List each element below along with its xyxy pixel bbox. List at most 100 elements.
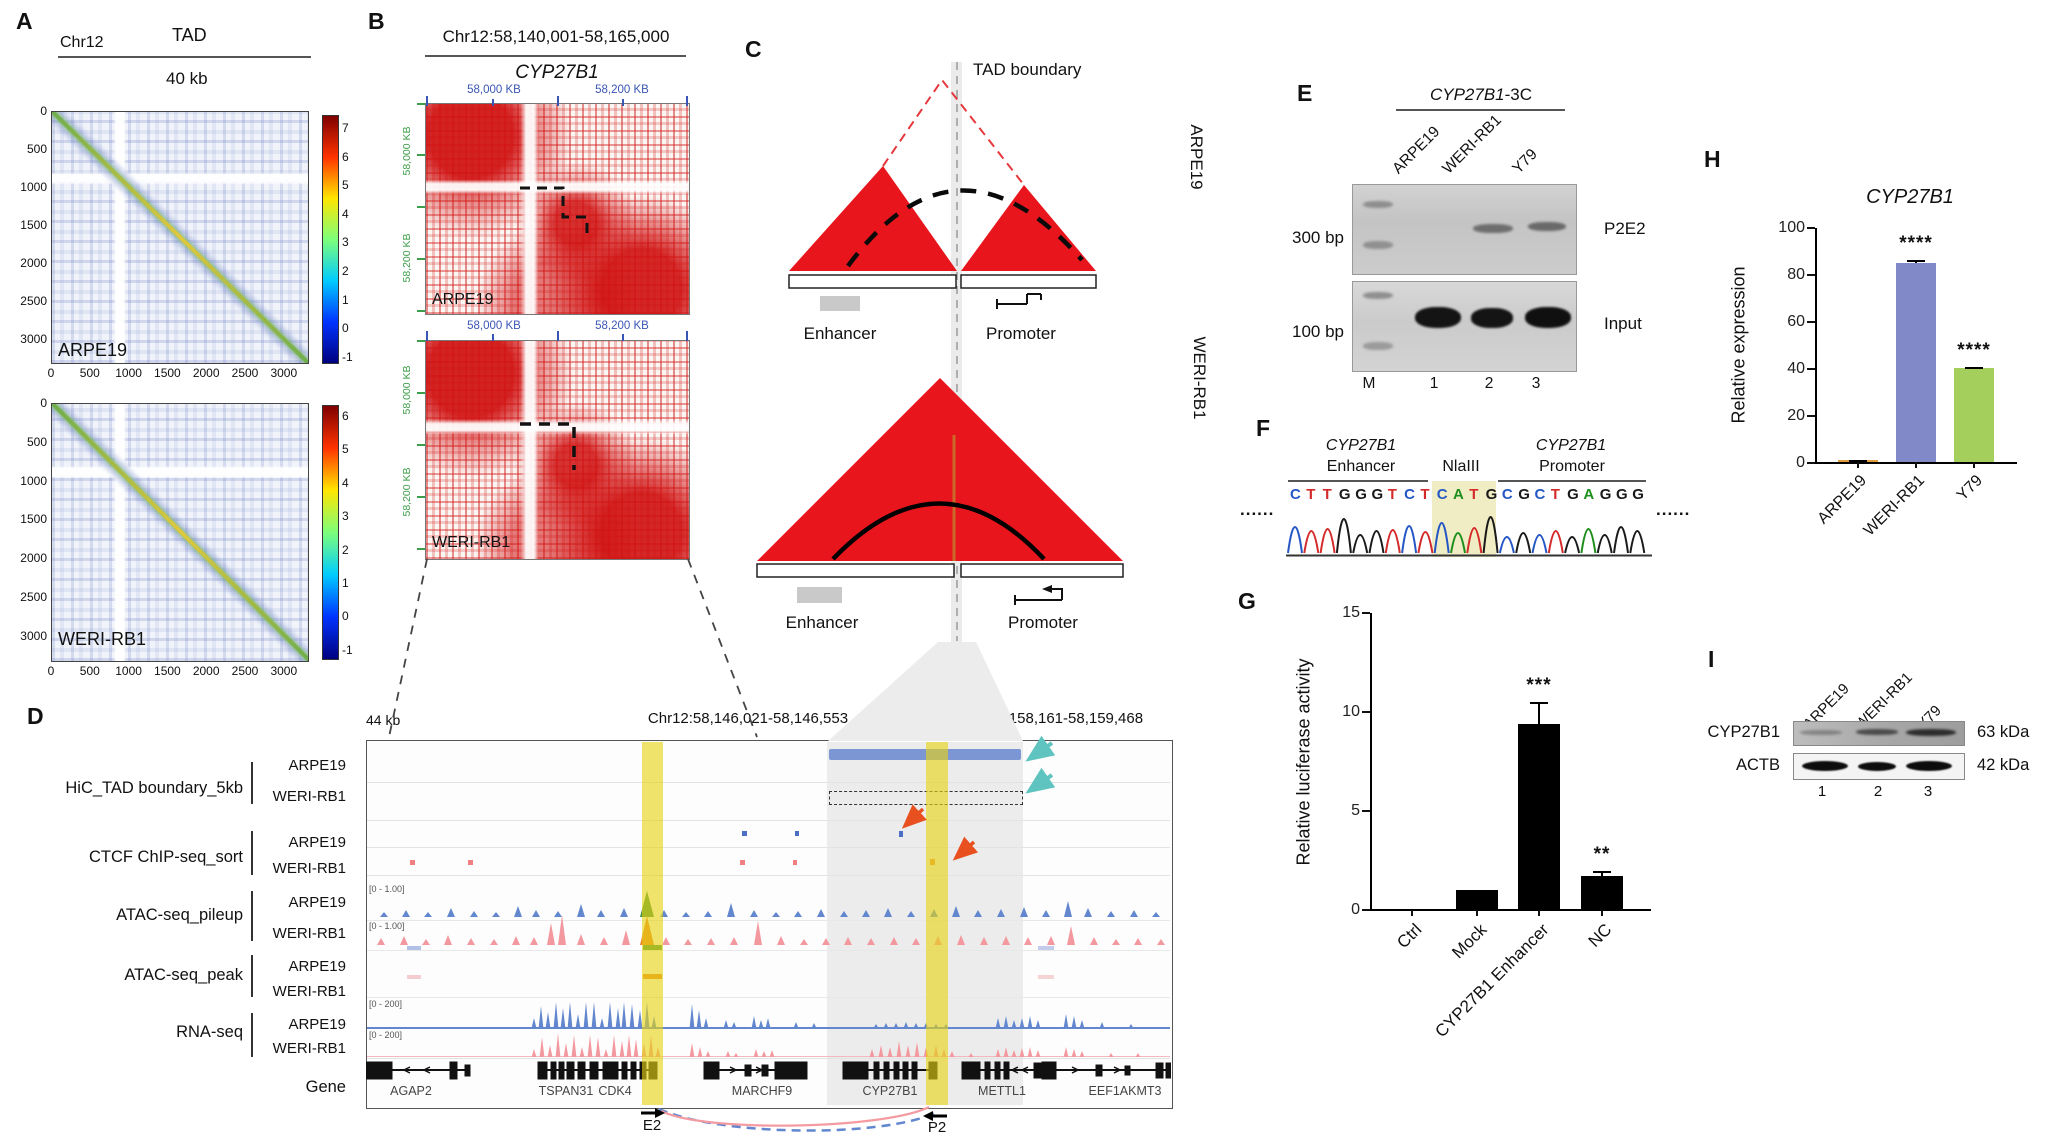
chromatogram-peak — [1303, 530, 1320, 554]
chromatogram-peak — [1629, 530, 1646, 554]
e-lane-id-3: 3 — [1531, 375, 1541, 392]
b-map1-xlabel-1: 58,000 KB — [467, 84, 521, 96]
tad-triangle-merged — [757, 378, 1123, 561]
a-map1-xtick: 0 — [47, 366, 55, 380]
x-tick — [1857, 462, 1859, 468]
e-lane-id-m: M — [1362, 375, 1376, 392]
f-gene-left: CYP27B1 — [1325, 437, 1397, 454]
f-underline-left — [1288, 480, 1428, 482]
a-colorbar1-tick: 2 — [342, 264, 349, 278]
b-map2-yticks — [417, 340, 425, 550]
e-size-100bp: 100 bp — [1292, 322, 1344, 341]
chromatogram-peak — [1384, 529, 1401, 554]
gene-models — [366, 1061, 1171, 1080]
error-cap — [1849, 459, 1867, 462]
gel-input — [1352, 281, 1577, 372]
panel-b-region: Chr12:58,140,001-58,165,000 — [442, 27, 670, 46]
ctcf-dot-blue — [742, 831, 747, 836]
row-ctcf-arpe19: ARPE19 — [288, 834, 346, 851]
a-map1-xtick: 1500 — [154, 366, 181, 380]
f-gene-right: CYP27B1 — [1535, 437, 1607, 454]
x-tick — [1411, 910, 1413, 916]
p2-highlight-band — [926, 742, 948, 1105]
input-band-y79 — [1525, 307, 1571, 328]
e-band-p2e2: P2E2 — [1604, 219, 1646, 238]
seq-letter: C — [1404, 486, 1415, 503]
actb-band-arpe19 — [1802, 761, 1848, 771]
b-map1-ylabel-1: 58,000 KB — [401, 126, 413, 176]
e-title: CYP27B1-3C — [1430, 85, 1532, 105]
row-rna-arpe19: ARPE19 — [288, 1016, 346, 1033]
track-rna-seq: RNA-seq — [176, 1023, 243, 1041]
x-category-label: Mock — [1448, 920, 1491, 963]
row-peak-weri: WERI-RB1 — [272, 983, 346, 1000]
seq-letter: C — [1534, 486, 1546, 503]
chromatogram-peak — [1352, 534, 1369, 554]
chromatogram-peak — [1531, 534, 1548, 554]
panel-b-gene-title: CYP27B1 — [515, 62, 599, 83]
b-map2-xlabel-2: 58,200 KB — [595, 320, 649, 332]
a-map1-ytick: 2500 — [20, 294, 47, 308]
ctcf-dot-pink — [793, 860, 797, 865]
chromatogram-peak — [1498, 536, 1515, 554]
a-map2-ytick: 500 — [26, 434, 47, 449]
a-colorbar1-tick: 1 — [342, 292, 349, 307]
a-map2-ytick: 3000 — [20, 628, 47, 643]
enhancer-box-top — [820, 296, 860, 311]
significance-stars: **** — [1957, 339, 1991, 361]
b-map1-xlabel-2: 58,200 KB — [595, 84, 649, 96]
h-tick — [1807, 274, 1815, 276]
a-map2-ytick: 0 — [40, 396, 47, 410]
marker-band — [1363, 342, 1393, 350]
panel-b-underline — [425, 55, 686, 57]
gene-agap2: AGAP2 — [390, 1084, 432, 1098]
panel-c-label: C — [745, 36, 762, 62]
b-map1-cell-label: ARPE19 — [432, 291, 494, 308]
seq-letter: G — [1632, 486, 1644, 503]
marker-band — [1363, 201, 1393, 208]
h-tick — [1807, 321, 1815, 323]
gene-cyp27b1: CYP27B1 — [862, 1084, 918, 1098]
significance-stars: **** — [1899, 232, 1933, 254]
hic-map-weri-chr12 — [51, 403, 309, 662]
error-cap — [1593, 871, 1611, 874]
seq-letter: G — [1485, 486, 1498, 503]
error-cap — [1907, 259, 1925, 262]
significance-stars: *** — [1526, 675, 1552, 697]
h-tick — [1807, 462, 1815, 464]
chromatin-bar-left2 — [756, 563, 955, 578]
b-d-connector-left — [388, 558, 428, 738]
panel-f-label: F — [1256, 415, 1271, 441]
signal-track — [366, 1033, 1171, 1057]
a-map1-xtick: 2000 — [192, 366, 220, 380]
chromatogram-peak — [1450, 532, 1466, 554]
a-map2-xtick: 3000 — [270, 664, 298, 678]
a-colorbar2-tick: -1 — [342, 642, 353, 657]
seq-letter: T — [1387, 486, 1397, 503]
chromatogram-peak — [1401, 525, 1418, 554]
genome-browser-box — [366, 740, 1173, 1109]
a-map2-xtick: 0 — [47, 664, 55, 678]
x-category-label: ARPE19 — [1814, 472, 1871, 528]
range-rna-2: [0 - 200] — [369, 1030, 403, 1040]
h-ytick: 80 — [1787, 266, 1805, 283]
a-map2-xtick: 1500 — [154, 664, 181, 678]
atac-peak-blue — [407, 946, 421, 950]
a-colorbar2-tick: 3 — [342, 509, 349, 524]
g-xaxis — [1370, 909, 1651, 911]
a-colorbar2-tick: 0 — [342, 609, 349, 624]
track-ctcf: CTCF ChIP-seq_sort — [88, 848, 243, 866]
a-map1-ytick: 0 — [40, 104, 47, 118]
seq-letter: G — [1616, 486, 1628, 503]
g-ytick-5: 5 — [1351, 802, 1360, 819]
seq-letter: G — [1567, 486, 1579, 503]
blot-band-arpe19 — [1800, 730, 1842, 735]
blot-band-weri — [1856, 729, 1898, 735]
enhancer-box-bottom — [797, 587, 842, 603]
group-separator — [251, 891, 253, 941]
error-bar — [1601, 871, 1603, 877]
input-band-weri — [1471, 308, 1513, 328]
panel-a-underline — [58, 56, 311, 58]
ep-loop-solid — [831, 501, 1046, 561]
tad-outline-dashed-red — [882, 78, 1025, 186]
